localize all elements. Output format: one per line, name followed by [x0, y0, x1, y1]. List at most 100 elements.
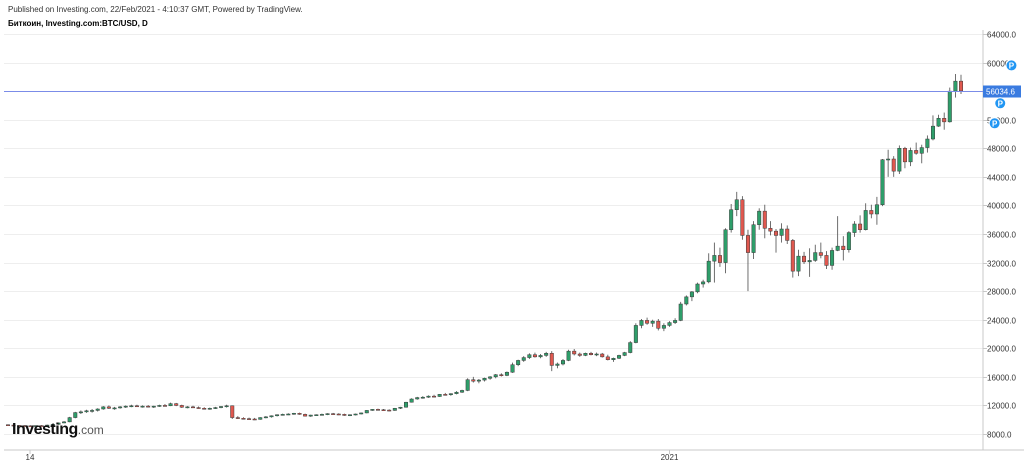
candle-body	[196, 407, 201, 409]
candle-body	[84, 410, 89, 413]
candle-body	[566, 350, 571, 361]
candle-body	[880, 159, 885, 205]
candle-body	[942, 118, 947, 123]
candle-body	[594, 353, 599, 356]
candle-body	[415, 397, 420, 400]
candle-body	[510, 364, 515, 373]
candle-body	[729, 209, 734, 230]
candle-body	[134, 405, 139, 408]
candle-body	[538, 355, 543, 358]
candle-body	[493, 374, 498, 378]
candle-body	[930, 125, 935, 140]
candle-body	[219, 406, 224, 408]
candle-body	[398, 406, 403, 409]
candle-body	[605, 356, 610, 360]
candle-body	[499, 374, 504, 376]
candle-body	[146, 405, 151, 408]
candle-body	[381, 409, 386, 411]
candle-body	[589, 353, 593, 355]
candle-body	[678, 303, 683, 321]
candle-body	[303, 414, 308, 417]
candle-body	[308, 414, 313, 417]
symbol-title: Биткоин, Investing.com:BTC/USD, D	[8, 19, 148, 28]
candle-body	[516, 360, 521, 365]
candle-body	[617, 355, 622, 359]
candle-body	[17, 425, 22, 427]
candle-body	[745, 235, 750, 253]
candle-body	[11, 424, 16, 427]
candle-body	[331, 413, 336, 415]
candle-body	[224, 405, 229, 408]
candle-body	[213, 407, 218, 409]
candle-body	[785, 228, 790, 241]
candle-body	[191, 406, 195, 409]
candle-body	[790, 240, 795, 272]
candle-body	[50, 424, 55, 426]
candle-body	[774, 230, 778, 236]
candle-body	[28, 425, 33, 428]
last-price-line-group: 56034.6	[4, 85, 1021, 98]
candle-body	[701, 281, 706, 285]
candle-body	[247, 418, 252, 420]
candle-body	[241, 418, 246, 420]
candle-body	[90, 410, 95, 412]
candle-body	[314, 414, 319, 416]
candle-body	[45, 424, 50, 427]
x-axis: 14 2021	[26, 450, 679, 462]
candle-body	[291, 413, 296, 415]
candle-body	[22, 425, 27, 427]
candle-body	[392, 408, 397, 411]
candle-body	[835, 245, 840, 251]
candle-body	[168, 403, 173, 407]
candle-body	[813, 252, 818, 261]
investing-logo: Investing.com	[12, 421, 104, 439]
candle-body	[140, 405, 145, 408]
candle-body	[779, 228, 784, 236]
candle-body	[207, 408, 212, 410]
candle-body	[583, 353, 588, 356]
candle-body	[628, 342, 633, 353]
p-marker-label: P	[998, 99, 1004, 108]
candle-body	[437, 394, 442, 397]
x-tick-label: 14	[26, 453, 35, 462]
candle-body	[336, 413, 341, 416]
candle-body	[549, 353, 554, 366]
y-tick-label: 24000.0	[987, 317, 1016, 326]
y-tick-label: 32000.0	[987, 260, 1016, 269]
candle-body	[863, 210, 868, 230]
candle-body	[645, 320, 650, 324]
candle-body	[476, 379, 481, 382]
candle-body	[622, 352, 627, 356]
candle-body	[650, 320, 655, 324]
candle-body	[202, 408, 207, 410]
candle-body	[101, 406, 106, 410]
p-marker	[988, 117, 1001, 130]
candle-body	[723, 229, 728, 263]
candle-body	[684, 296, 689, 305]
candle-body	[762, 210, 767, 229]
candle-body	[62, 421, 67, 424]
p-marker-label: P	[992, 119, 998, 128]
candle-body	[370, 409, 375, 411]
candle-body	[286, 413, 291, 416]
y-tick-label: 40000.0	[987, 202, 1016, 211]
candle-body	[841, 245, 846, 250]
candle-body	[897, 148, 902, 172]
candle-body	[252, 418, 257, 421]
candle-body	[852, 223, 857, 233]
p-marker	[994, 97, 1007, 110]
candle-body	[874, 204, 879, 215]
candle-body	[448, 393, 453, 395]
y-tick-label: 60000.0	[987, 60, 1016, 69]
candle-body	[443, 394, 448, 396]
candles	[6, 74, 963, 428]
candle-body	[420, 396, 425, 399]
candle-body	[521, 357, 526, 361]
candle-body	[269, 415, 274, 418]
candle-body	[106, 406, 111, 409]
candle-body	[661, 325, 666, 329]
candle-body	[347, 414, 352, 416]
candle-body	[432, 395, 437, 398]
candle-body	[235, 417, 240, 419]
